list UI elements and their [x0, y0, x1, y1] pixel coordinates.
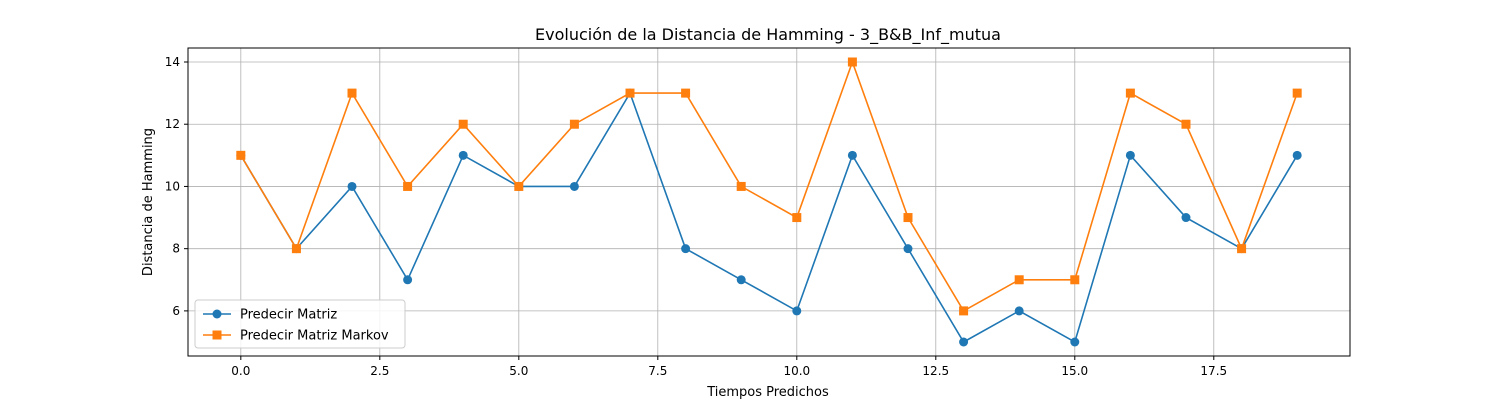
- y-tick-label: 14: [165, 55, 180, 69]
- data-point: [792, 306, 802, 316]
- data-point: [736, 275, 746, 285]
- plot-area: [187, 47, 1351, 357]
- x-axis-ticks: 0.0 2.5 5.0 7.5 10.0 12.5 15.0 17.5: [231, 356, 1227, 378]
- data-point: [1181, 119, 1191, 129]
- data-point: [1181, 213, 1191, 223]
- data-point: [1292, 88, 1302, 98]
- data-point: [1292, 150, 1302, 160]
- x-tick-label: 12.5: [922, 364, 949, 378]
- y-tick-label: 8: [172, 242, 180, 256]
- data-point: [1014, 306, 1024, 316]
- data-point: [903, 244, 913, 254]
- legend-box: [194, 299, 406, 349]
- y-axis-ticks: 6 8 10 12 14: [165, 55, 188, 318]
- data-point: [903, 213, 913, 223]
- legend: Predecir Matriz Predecir Matriz Markov: [194, 299, 406, 349]
- x-tick-label: 10.0: [783, 364, 810, 378]
- data-point: [792, 213, 802, 223]
- legend-label: Predecir Matriz: [240, 308, 337, 323]
- data-point: [569, 119, 579, 129]
- data-point: [1125, 88, 1135, 98]
- legend-marker: [212, 309, 222, 319]
- data-point: [403, 181, 413, 191]
- data-point: [347, 88, 357, 98]
- series-2: [236, 57, 1302, 316]
- data-point: [625, 88, 635, 98]
- data-point: [1237, 244, 1247, 254]
- x-tick-label: 0.0: [231, 364, 250, 378]
- data-point: [1070, 275, 1080, 285]
- data-point: [458, 150, 468, 160]
- data-point: [403, 275, 413, 285]
- x-tick-label: 17.5: [1200, 364, 1227, 378]
- series-group: [236, 57, 1302, 347]
- y-axis-label: Distancia de Hamming: [141, 128, 156, 276]
- x-tick-label: 7.5: [648, 364, 667, 378]
- data-point: [847, 57, 857, 67]
- series-line: [240, 59, 1298, 312]
- x-tick-label: 2.5: [370, 364, 389, 378]
- y-tick-label: 12: [165, 117, 180, 131]
- legend-item: Predecir Matriz Markov: [203, 329, 389, 344]
- legend-item: Predecir Matriz: [203, 308, 337, 323]
- data-point: [347, 181, 357, 191]
- data-point: [1070, 337, 1080, 347]
- y-tick-label: 10: [165, 179, 180, 193]
- data-point: [458, 119, 468, 129]
- data-point: [681, 244, 691, 254]
- data-point: [847, 150, 857, 160]
- x-tick-label: 5.0: [509, 364, 528, 378]
- y-tick-label: 6: [172, 304, 180, 318]
- data-point: [736, 181, 746, 191]
- grid: [188, 48, 1350, 356]
- chart-title: Evolución de la Distancia de Hamming - 3…: [535, 25, 1001, 45]
- x-tick-label: 15.0: [1061, 364, 1088, 378]
- x-axis-label: Tiempos Predichos: [706, 385, 829, 400]
- data-point: [681, 88, 691, 98]
- data-point: [959, 337, 969, 347]
- data-point: [1125, 150, 1135, 160]
- data-point: [291, 244, 301, 254]
- legend-marker: [212, 330, 222, 340]
- series-line: [240, 91, 1298, 344]
- data-point: [569, 181, 579, 191]
- data-point: [959, 306, 969, 316]
- data-point: [514, 181, 524, 191]
- legend-label: Predecir Matriz Markov: [240, 329, 389, 344]
- data-point: [236, 150, 246, 160]
- data-point: [1014, 275, 1024, 285]
